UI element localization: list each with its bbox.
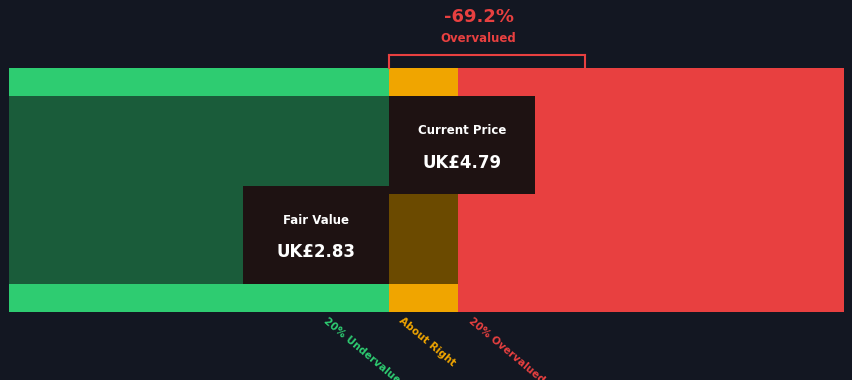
Bar <box>9 283 389 312</box>
Text: Current Price: Current Price <box>417 124 505 137</box>
Bar <box>9 68 389 97</box>
Bar <box>458 97 843 283</box>
Bar <box>458 68 843 97</box>
Text: Fair Value: Fair Value <box>282 214 348 227</box>
Text: About Right: About Right <box>397 315 457 368</box>
Bar <box>242 186 389 283</box>
Text: UK£2.83: UK£2.83 <box>276 244 354 261</box>
Text: 20% Overvalued: 20% Overvalued <box>466 315 546 380</box>
Text: -69.2%: -69.2% <box>443 8 513 26</box>
Bar <box>389 68 458 97</box>
Bar <box>389 97 534 194</box>
Bar <box>458 283 843 312</box>
Text: Overvalued: Overvalued <box>440 32 515 44</box>
Text: 20% Undervalued: 20% Undervalued <box>321 315 407 380</box>
Bar <box>389 97 458 283</box>
Text: UK£4.79: UK£4.79 <box>422 154 501 172</box>
Bar <box>9 97 389 283</box>
Bar <box>389 283 458 312</box>
